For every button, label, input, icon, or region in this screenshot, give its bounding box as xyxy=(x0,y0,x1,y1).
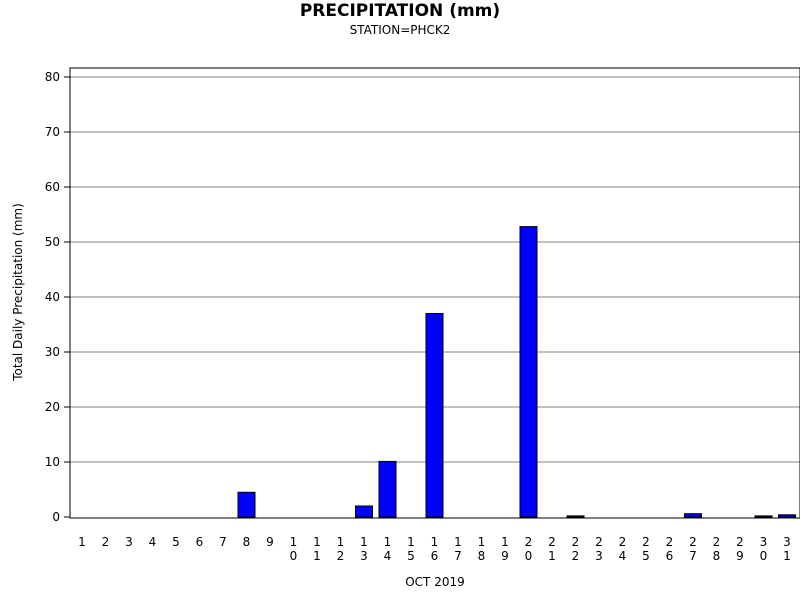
x-tick-label: 7 xyxy=(219,535,227,549)
y-tick-label: 40 xyxy=(45,290,60,304)
bar-16 xyxy=(425,313,444,518)
x-tick-label: 3 xyxy=(125,535,133,549)
y-axis-label: Total Daily Precipitation (mm) xyxy=(11,203,25,382)
y-tick-label: 60 xyxy=(45,180,60,194)
x-axis-label: OCT 2019 xyxy=(405,575,465,589)
x-tick-label: 9 xyxy=(266,535,274,549)
bar-14 xyxy=(378,460,397,518)
chart-subtitle: STATION=PHCK2 xyxy=(349,23,451,37)
bar-22 xyxy=(566,515,585,518)
y-tick-label: 0 xyxy=(52,510,60,524)
bar-27 xyxy=(684,513,702,518)
bar-30 xyxy=(754,515,773,518)
chart-title: PRECIPITATION (mm) xyxy=(299,1,501,21)
grid-layer xyxy=(70,76,800,463)
x-tick-label: 2 xyxy=(102,535,110,549)
x-tick-label: 6 xyxy=(196,535,204,549)
plot-frame xyxy=(69,67,800,519)
bar-13 xyxy=(355,505,373,518)
x-tick-label: 1 xyxy=(78,535,86,549)
bars-layer xyxy=(237,226,796,518)
y-tick-label: 20 xyxy=(45,400,60,414)
y-tick-label: 70 xyxy=(45,125,60,139)
x-ticks: 1 2 3 4 5 6 7 8 9 1 01 11 21 31 41 51 61 71 81 92 02 12 22 32 42… xyxy=(78,535,791,563)
y-tick-label: 50 xyxy=(45,235,60,249)
y-tick-label: 10 xyxy=(45,455,60,469)
x-tick-label: 8 xyxy=(243,535,251,549)
y-tick-label: 80 xyxy=(45,70,60,84)
y-ticks: 0 10 20 30 40 50 60 70 80 xyxy=(45,70,70,524)
x-tick-label: 4 xyxy=(149,535,157,549)
bar-31 xyxy=(778,514,796,518)
bar-8 xyxy=(237,491,256,518)
bar-20 xyxy=(519,226,538,518)
x-tick-label: 5 xyxy=(172,535,180,549)
y-tick-label: 30 xyxy=(45,345,60,359)
